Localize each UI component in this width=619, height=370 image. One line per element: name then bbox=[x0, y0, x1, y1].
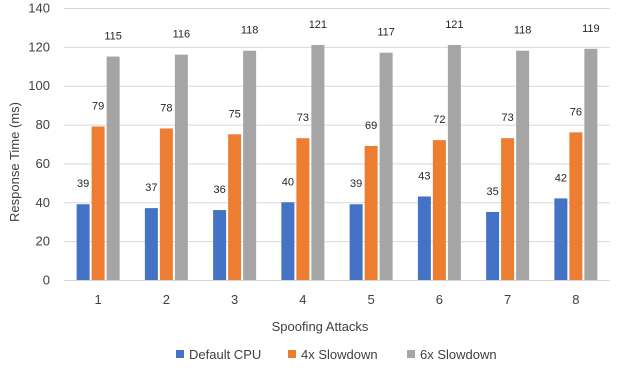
x-tick-label: 3 bbox=[231, 292, 238, 307]
bar bbox=[364, 145, 378, 280]
y-tick-label: 80 bbox=[36, 117, 50, 132]
data-label: 116 bbox=[173, 29, 191, 41]
bar bbox=[486, 212, 500, 280]
data-label: 73 bbox=[297, 112, 309, 124]
data-label: 35 bbox=[487, 186, 499, 198]
bar bbox=[243, 50, 257, 280]
x-axis-title: Spoofing Attacks bbox=[272, 319, 369, 334]
bar bbox=[516, 50, 530, 280]
data-label: 76 bbox=[570, 106, 582, 118]
data-label: 69 bbox=[365, 120, 377, 132]
bar bbox=[106, 56, 120, 281]
y-tick-label: 60 bbox=[36, 156, 50, 171]
bar bbox=[91, 126, 105, 280]
x-tick-label: 4 bbox=[299, 292, 306, 307]
bar bbox=[584, 48, 598, 280]
x-tick-label: 2 bbox=[163, 292, 170, 307]
data-label: 40 bbox=[282, 176, 294, 188]
bar bbox=[311, 44, 325, 280]
bar bbox=[296, 138, 310, 280]
data-label: 121 bbox=[309, 19, 327, 31]
y-tick-label: 20 bbox=[36, 234, 50, 249]
bar bbox=[554, 198, 568, 280]
x-tick-label: 8 bbox=[572, 292, 579, 307]
data-label: 39 bbox=[350, 178, 362, 190]
data-label: 118 bbox=[514, 25, 532, 37]
bar bbox=[379, 52, 393, 280]
bar bbox=[76, 204, 90, 280]
y-tick-label: 40 bbox=[36, 195, 50, 210]
bar bbox=[159, 128, 173, 280]
data-label: 72 bbox=[433, 114, 445, 126]
legend-label: Default CPU bbox=[189, 347, 261, 362]
bar bbox=[417, 196, 431, 280]
bar bbox=[281, 202, 295, 280]
data-label: 42 bbox=[555, 172, 567, 184]
x-axis-ticks: 1 2 3 4 5 6 7 8 bbox=[95, 292, 580, 307]
bar bbox=[569, 132, 583, 280]
y-tick-label: 0 bbox=[43, 273, 50, 288]
bar bbox=[213, 210, 227, 280]
bar bbox=[447, 44, 461, 280]
bar bbox=[144, 208, 158, 280]
data-labels: 39 79 115 37 78 116 36 75 118 40 73 121 39 69 117 43 72 1… bbox=[77, 19, 600, 198]
bar bbox=[174, 54, 188, 280]
x-tick-label: 6 bbox=[436, 292, 443, 307]
data-label: 73 bbox=[502, 112, 514, 124]
bar bbox=[432, 140, 446, 280]
data-label: 36 bbox=[214, 184, 226, 196]
data-label: 119 bbox=[582, 23, 600, 35]
data-label: 75 bbox=[229, 108, 241, 120]
legend-swatch bbox=[176, 350, 184, 358]
bars bbox=[76, 44, 598, 281]
data-label: 117 bbox=[377, 27, 395, 39]
x-tick-label: 1 bbox=[95, 292, 102, 307]
legend-label: 4x Slowdown bbox=[301, 347, 378, 362]
bar bbox=[501, 138, 515, 280]
data-label: 43 bbox=[418, 170, 430, 182]
y-tick-label: 120 bbox=[28, 39, 50, 54]
y-axis-ticks: 0 20 40 60 80 100 120 140 bbox=[28, 1, 50, 288]
bar bbox=[228, 134, 242, 280]
bar bbox=[349, 204, 363, 280]
legend: Default CPU 4x Slowdown 6x Slowdown bbox=[176, 347, 497, 362]
data-label: 37 bbox=[145, 182, 157, 194]
data-label: 115 bbox=[104, 31, 122, 43]
data-label: 39 bbox=[77, 178, 89, 190]
legend-swatch bbox=[407, 350, 415, 358]
data-label: 78 bbox=[160, 102, 172, 114]
data-label: 79 bbox=[92, 101, 104, 113]
x-tick-label: 7 bbox=[504, 292, 511, 307]
legend-swatch bbox=[288, 350, 296, 358]
y-tick-label: 100 bbox=[28, 78, 50, 93]
y-tick-label: 140 bbox=[28, 1, 50, 16]
data-label: 121 bbox=[445, 19, 463, 31]
data-label: 118 bbox=[241, 25, 259, 37]
legend-label: 6x Slowdown bbox=[420, 347, 497, 362]
y-axis-title: Response Time (ms) bbox=[7, 102, 22, 222]
x-tick-label: 5 bbox=[368, 292, 375, 307]
